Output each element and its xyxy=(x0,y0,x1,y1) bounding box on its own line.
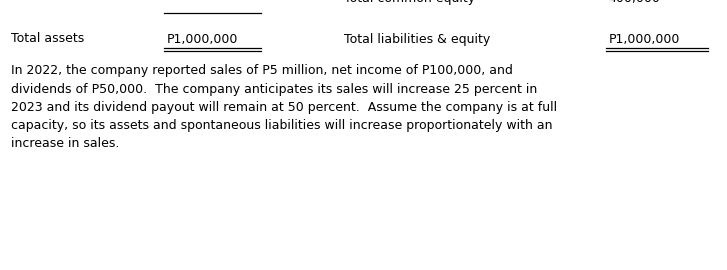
Text: Total common equity: Total common equity xyxy=(345,0,475,5)
Text: Total liabilities & equity: Total liabilities & equity xyxy=(345,32,491,46)
Text: P1,000,000: P1,000,000 xyxy=(166,32,238,46)
Text: capacity, so its assets and spontaneous liabilities will increase proportionatel: capacity, so its assets and spontaneous … xyxy=(11,119,553,132)
Text: increase in sales.: increase in sales. xyxy=(11,137,119,150)
Text: 2023 and its dividend payout will remain at 50 percent.  Assume the company is a: 2023 and its dividend payout will remain… xyxy=(11,101,557,114)
Text: dividends of P50,000.  The company anticipates its sales will increase 25 percen: dividends of P50,000. The company antici… xyxy=(11,83,537,96)
Text: Total assets: Total assets xyxy=(11,32,84,46)
Text: In 2022, the company reported sales of P5 million, net income of P100,000, and: In 2022, the company reported sales of P… xyxy=(11,65,513,77)
Text: P1,000,000: P1,000,000 xyxy=(608,32,680,46)
Text: 400,000: 400,000 xyxy=(608,0,660,5)
